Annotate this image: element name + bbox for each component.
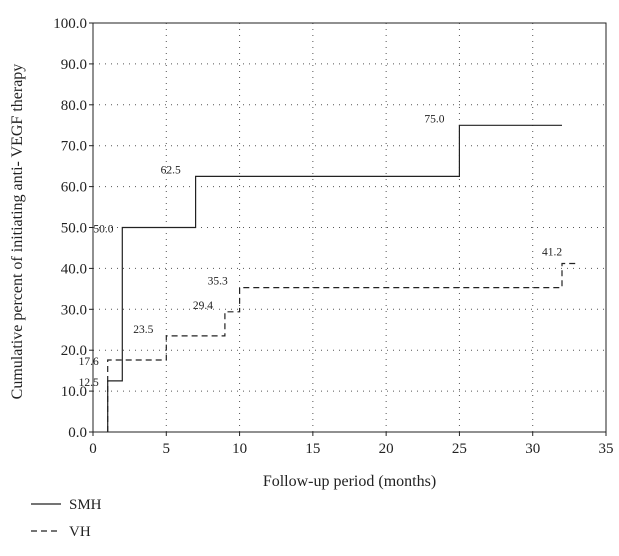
- legend: SMH VH: [31, 497, 102, 540]
- x-axis-title: Follow-up period (months): [263, 473, 436, 490]
- y-tick-label: 90.0: [61, 57, 87, 73]
- data-labels: 12.5 50.0 62.5 75.0 17.6 23.5 29.4 35.3 41.2: [79, 113, 563, 389]
- data-label-smh: 75.0: [424, 113, 444, 125]
- legend-label-vh: VH: [69, 524, 91, 540]
- x-tick-label: 5: [163, 441, 171, 457]
- y-tick-label: 70.0: [61, 139, 87, 155]
- data-label-vh: 35.3: [208, 276, 228, 288]
- y-tick-label: 50.0: [61, 221, 87, 237]
- y-tick-label: 10.0: [61, 384, 87, 400]
- axis-ticks: 0.0 10.0 20.0 30.0 40.0 50.0 60.0 70.0 80.0 90.0 1…: [53, 16, 613, 457]
- y-tick-label: 0.0: [68, 425, 87, 441]
- y-tick-label: 100.0: [53, 16, 87, 32]
- data-label-vh: 23.5: [133, 324, 153, 336]
- y-axis-title: Cumulative percent of initiating anti- V…: [9, 64, 26, 400]
- x-tick-label: 35: [599, 441, 614, 457]
- y-tick-label: 20.0: [61, 343, 87, 359]
- x-tick-label: 30: [525, 441, 540, 457]
- data-label-smh: 62.5: [161, 164, 181, 176]
- x-tick-label: 25: [452, 441, 467, 457]
- y-tick-label: 80.0: [61, 98, 87, 114]
- data-label-vh: 29.4: [193, 300, 213, 312]
- x-tick-label: 20: [379, 441, 394, 457]
- y-tick-label: 40.0: [61, 261, 87, 277]
- y-tick-label: 30.0: [61, 302, 87, 318]
- data-label-smh: 12.5: [79, 377, 99, 389]
- legend-label-smh: SMH: [69, 497, 102, 513]
- x-tick-label: 10: [232, 441, 247, 457]
- x-tick-label: 15: [305, 441, 320, 457]
- data-label-vh: 17.6: [79, 356, 99, 368]
- data-label-vh: 41.2: [542, 246, 562, 258]
- series-lines: [107, 124, 577, 432]
- y-tick-label: 60.0: [61, 180, 87, 196]
- series-line-vh: [107, 262, 577, 432]
- series-line-smh: [107, 124, 562, 432]
- data-label-smh: 50.0: [93, 224, 113, 236]
- x-tick-label: 0: [89, 441, 97, 457]
